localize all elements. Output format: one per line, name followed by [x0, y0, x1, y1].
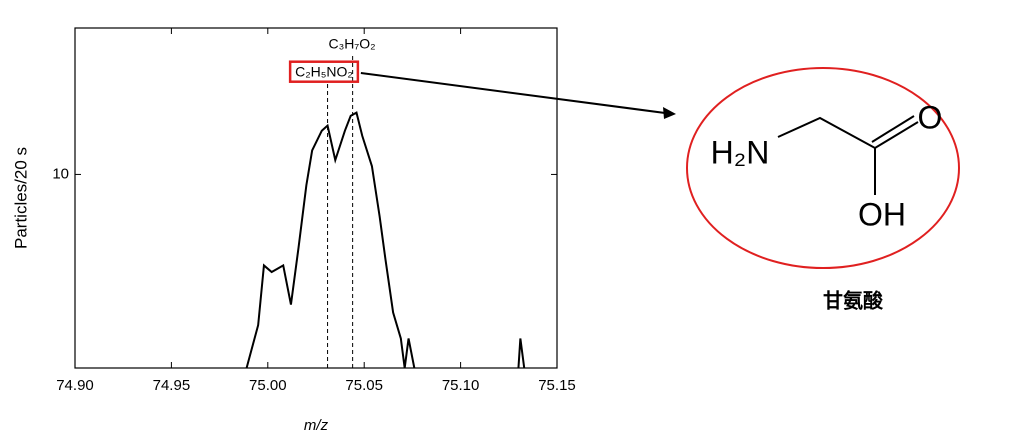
x-tick-label: 74.95 [153, 377, 191, 394]
x-tick-label: 75.15 [538, 377, 576, 394]
x-tick-label: 75.05 [345, 377, 383, 394]
bond [871, 115, 915, 143]
glycine-diagram: H₂N O OH 甘氨酸 [686, 67, 960, 313]
plot-frame [74, 27, 558, 369]
x-tick-label: 75.00 [249, 377, 287, 394]
amine-label: H₂N [711, 134, 770, 170]
carbonyl-label: O [918, 99, 943, 135]
arrow-shaft [360, 72, 666, 114]
annotation-label: C₂H₅NO₂ [295, 64, 353, 80]
y-axis-label: Particles/20 s [11, 147, 30, 249]
x-tick-label: 75.10 [442, 377, 480, 394]
compound-name: 甘氨酸 [823, 289, 884, 313]
bond [777, 116, 919, 150]
data-line [245, 111, 526, 369]
hydroxyl-label: OH [858, 196, 906, 232]
arrow-head [663, 107, 676, 119]
y-tick-label: 10 [52, 165, 69, 182]
highlight-box [288, 60, 360, 83]
annotation-label: C₃H₇O₂ [328, 36, 375, 52]
x-axis-label: m/z [304, 417, 329, 434]
x-tick-label: 74.90 [56, 377, 94, 394]
highlight-ellipse [686, 67, 960, 269]
